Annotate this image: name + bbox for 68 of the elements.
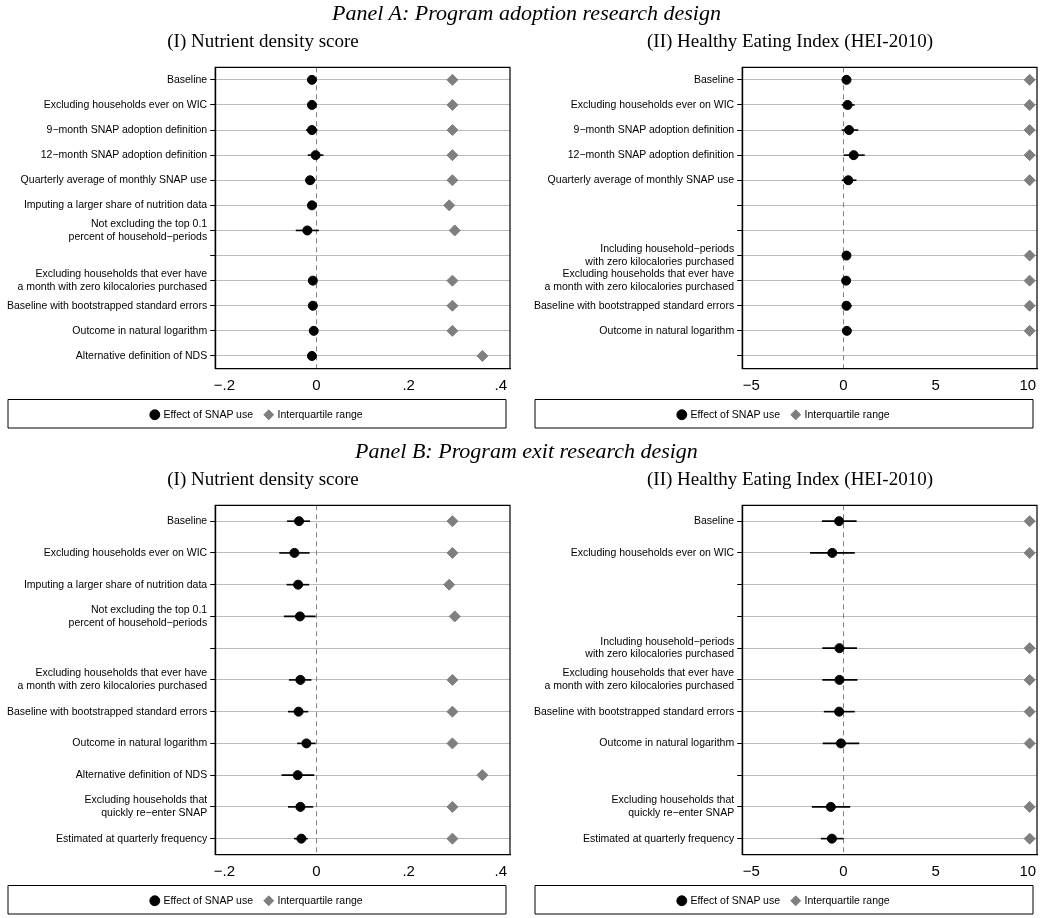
y-tick-label: Excluding households that ever have a month with zero kilocalories purchased <box>544 267 735 292</box>
y-tick-label: Baseline <box>166 72 208 85</box>
y-tick-label: Excluding households that quickly re−enter SNAP <box>84 793 208 819</box>
y-tick-label: Baseline <box>693 514 735 527</box>
y-tick-label: Estimated at quarterly frequency <box>583 831 735 844</box>
chart-title: (II) Healthy Eating Index (HEI-2010) <box>646 468 934 490</box>
y-tick-label: Baseline with bootstrapped standard errors <box>533 298 735 311</box>
x-tick-label: 0 <box>312 861 321 879</box>
y-tick-label: Excluding households that ever have a month with zero kilocalories purchased <box>17 267 208 292</box>
x-tick-label: 5 <box>931 375 940 393</box>
y-tick-label: Excluding households ever on WIC <box>570 97 735 110</box>
x-tick-label: .4 <box>494 375 508 393</box>
y-tick-label: Outcome in natural logarithm <box>72 323 208 336</box>
legend-label: Interquartile range <box>804 893 890 906</box>
y-tick-label: Baseline <box>693 72 735 85</box>
x-tick-label: 10 <box>1019 375 1037 393</box>
legend-label: Effect of SNAP use <box>690 407 781 420</box>
legend-label: Interquartile range <box>804 407 890 420</box>
y-tick-label: Alternative definition of NDS <box>75 348 208 361</box>
x-tick-label: .2 <box>402 375 415 393</box>
y-tick-label: Excluding households ever on WIC <box>43 97 208 110</box>
y-tick-label: Outcome in natural logarithm <box>599 323 735 336</box>
y-tick-label: Including household−periods with zero kilocalories purchased <box>584 634 735 660</box>
y-tick-label: Not excluding the top 0.1 percent of household−periods <box>68 217 208 242</box>
y-tick-label: Excluding households that quickly re−enter SNAP <box>611 793 735 819</box>
y-tick-label: Not excluding the top 0.1 percent of household−periods <box>68 603 208 628</box>
legend-label: Effect of SNAP use <box>163 893 254 906</box>
y-tick-label: Imputing a larger share of nutrition data <box>23 577 208 590</box>
x-tick-label: 0 <box>839 375 848 393</box>
text: Panel B: Program exit research design <box>354 438 699 464</box>
chart-title: (I) Nutrient density score <box>166 468 360 490</box>
x-tick-label: −5 <box>742 861 760 879</box>
y-tick-label: Excluding households that ever have a month with zero kilocalories purchased <box>544 666 735 692</box>
legend-label: Effect of SNAP use <box>690 893 781 906</box>
legend-label: Interquartile range <box>277 407 363 420</box>
x-tick-label: −.2 <box>213 861 236 879</box>
y-tick-label: Alternative definition of NDS <box>75 768 208 781</box>
y-tick-label: Imputing a larger share of nutrition data <box>23 198 208 211</box>
chart-title: (I) Nutrient density score <box>166 30 360 52</box>
y-tick-label: 9−month SNAP adoption definition <box>573 122 735 135</box>
y-tick-label: Including household−periods with zero kilocalories purchased <box>584 242 735 267</box>
y-tick-label: Baseline <box>166 514 208 527</box>
x-tick-label: 5 <box>931 861 940 879</box>
x-tick-label: −.2 <box>213 375 236 393</box>
y-tick-label: Quarterly average of monthly SNAP use <box>20 173 208 186</box>
y-tick-label: Excluding households that ever have a month with zero kilocalories purchased <box>17 666 208 692</box>
y-tick-label: Outcome in natural logarithm <box>599 736 735 749</box>
y-tick-label: Baseline with bootstrapped standard errors <box>533 704 735 717</box>
y-tick-label: 12−month SNAP adoption definition <box>567 148 735 161</box>
y-tick-label: Outcome in natural logarithm <box>72 736 208 749</box>
x-tick-label: .2 <box>402 861 415 879</box>
y-tick-label: Quarterly average of monthly SNAP use <box>547 173 735 186</box>
y-tick-label: Excluding households ever on WIC <box>570 545 735 558</box>
text: Panel A: Program adoption research design <box>331 0 722 26</box>
x-tick-label: 0 <box>312 375 321 393</box>
x-tick-label: 0 <box>839 861 848 879</box>
x-tick-label: .4 <box>494 861 508 879</box>
legend-label: Interquartile range <box>277 893 363 906</box>
chart-title: (II) Healthy Eating Index (HEI-2010) <box>646 30 934 52</box>
y-tick-label: 12−month SNAP adoption definition <box>40 148 208 161</box>
legend-label: Effect of SNAP use <box>163 407 254 420</box>
y-tick-label: Excluding households ever on WIC <box>43 545 208 558</box>
x-tick-label: 10 <box>1019 861 1037 879</box>
y-tick-label: Baseline with bootstrapped standard errors <box>6 704 208 717</box>
y-tick-label: 9−month SNAP adoption definition <box>46 122 208 135</box>
x-tick-label: −5 <box>742 375 760 393</box>
y-tick-label: Estimated at quarterly frequency <box>56 831 208 844</box>
y-tick-label: Baseline with bootstrapped standard errors <box>6 298 208 311</box>
